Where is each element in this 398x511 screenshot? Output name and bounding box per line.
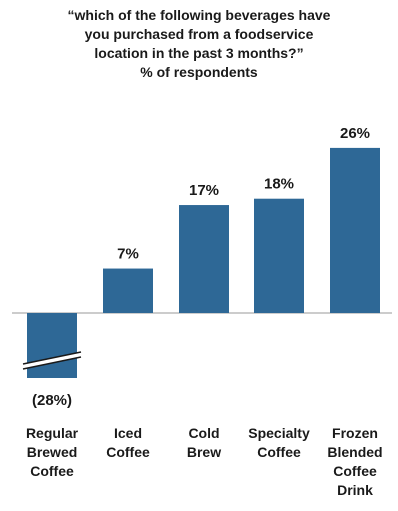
title-line-2: you purchased from a foodservice — [84, 26, 314, 42]
category-label-5-line-4: Drink — [337, 482, 373, 498]
category-label-3-line-2: Brew — [187, 444, 221, 460]
category-label-2-line-1: Iced — [114, 425, 142, 441]
bar-3 — [179, 205, 229, 313]
bar-2 — [103, 268, 153, 313]
bar-5 — [330, 147, 380, 313]
category-label-4-line-2: Coffee — [257, 444, 301, 460]
category-label-5-line-1: Frozen — [332, 425, 378, 441]
category-label-5-line-2: Blended — [327, 444, 382, 460]
title-line-4: % of respondents — [140, 64, 258, 80]
title-line-1: “which of the following beverages have — [67, 7, 331, 23]
category-label-5-line-3: Coffee — [333, 463, 377, 479]
chart-title: “which of the following beverages have y… — [0, 6, 398, 82]
category-label-3-line-1: Cold — [188, 425, 219, 441]
axis-break-line-top — [22, 351, 82, 365]
value-label-4: 18% — [264, 176, 294, 193]
title-line-3: location in the past 3 months?” — [94, 45, 304, 61]
category-label-1-line-1: Regular — [26, 425, 79, 441]
category-label-1-line-3: Coffee — [30, 463, 74, 479]
bar-4 — [254, 198, 304, 313]
axis-break-line-bottom — [22, 356, 82, 370]
category-label-2-line-2: Coffee — [106, 444, 150, 460]
axis-break-gap — [23, 352, 81, 369]
value-label-2: 7% — [117, 246, 139, 263]
value-label-3: 17% — [189, 182, 219, 199]
bar-1 — [27, 313, 77, 378]
value-label-5: 26% — [340, 125, 370, 142]
category-label-4-line-1: Specialty — [248, 425, 310, 441]
category-label-1-line-2: Brewed — [27, 444, 78, 460]
value-label-1: (28%) — [32, 392, 72, 409]
